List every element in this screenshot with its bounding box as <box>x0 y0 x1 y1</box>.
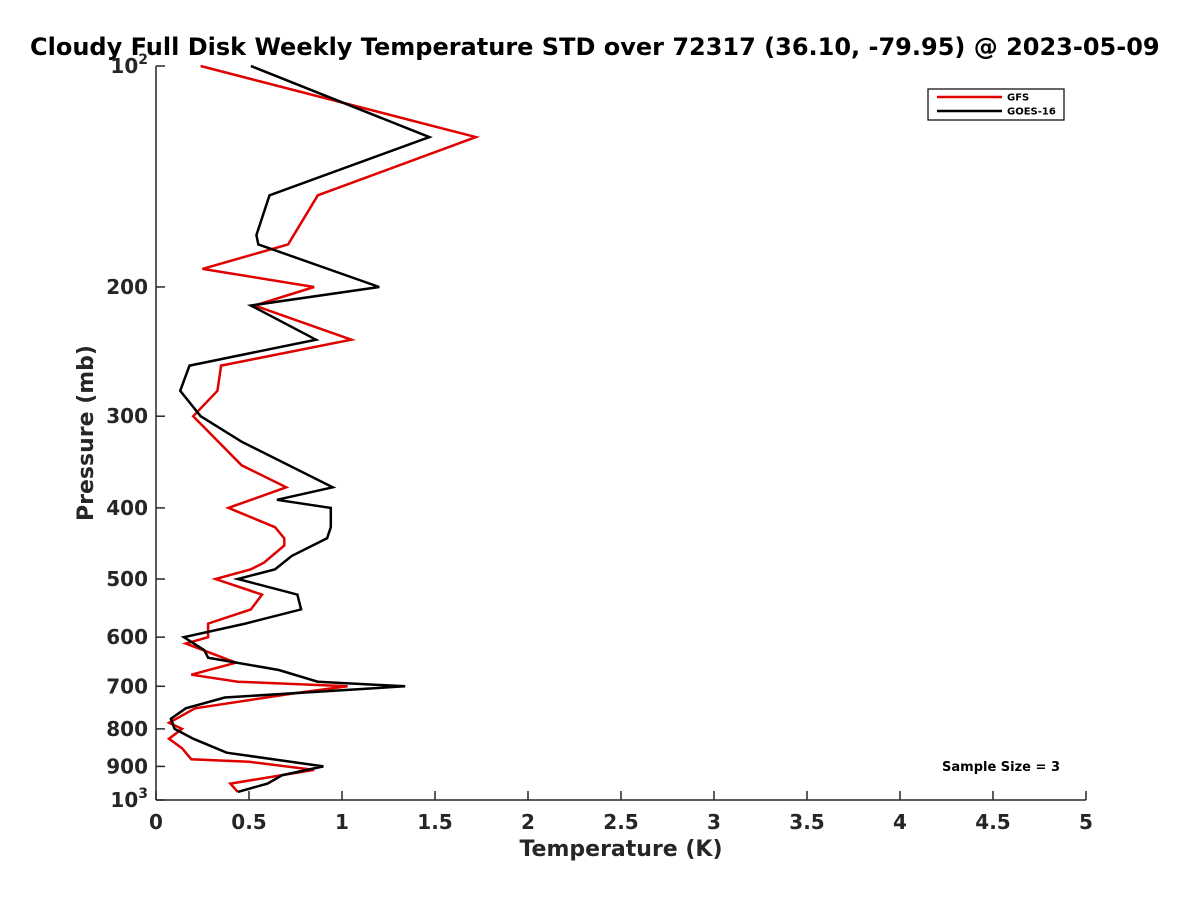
plot-area <box>155 66 1086 801</box>
y-tick-label: 103 <box>110 786 148 812</box>
x-tick-label: 4.5 <box>975 810 1010 834</box>
y-tick-label: 400 <box>106 496 148 520</box>
x-tick-label: 2.5 <box>603 810 638 834</box>
y-tick-label: 200 <box>106 275 148 299</box>
x-tick-label: 4 <box>893 810 907 834</box>
chart-title: Cloudy Full Disk Weekly Temperature STD … <box>30 33 1160 61</box>
series-line-gfs <box>166 64 481 793</box>
y-tick-label: 600 <box>106 625 148 649</box>
x-tick-label: 1.5 <box>417 810 452 834</box>
y-tick-label: 500 <box>106 567 148 591</box>
y-tick-label: 102 <box>110 52 148 78</box>
y-tick-label: 900 <box>106 754 148 778</box>
x-axis-label: Temperature (K) <box>519 837 722 862</box>
y-axis-label: Pressure (mb) <box>74 345 99 521</box>
y-tick-label: 800 <box>106 717 148 741</box>
legend: GFS GOES-16 <box>927 88 1065 121</box>
legend-label: GFS <box>1007 93 1029 104</box>
x-tick-label: 0.5 <box>231 810 266 834</box>
x-tick-label: 0 <box>149 810 163 834</box>
legend-label: GOES-16 <box>1007 107 1056 118</box>
x-tick-label: 2 <box>521 810 535 834</box>
x-tick-label: 5 <box>1079 810 1093 834</box>
series-line-goes-16 <box>169 64 433 794</box>
series-layer <box>166 64 481 794</box>
x-tick-label: 3 <box>707 810 721 834</box>
sample-size-annotation: Sample Size = 3 <box>942 760 1060 775</box>
y-axis-ticks: 102 200 300 400 500 600 700 800 900 103 <box>106 52 165 812</box>
y-tick-label: 300 <box>106 404 148 428</box>
legend-box <box>927 88 1065 121</box>
y-tick-label: 700 <box>106 674 148 698</box>
x-tick-label: 3.5 <box>789 810 824 834</box>
x-axis-ticks: 0 0.5 1 1.5 2 2.5 3 3.5 4 4.5 5 <box>149 791 1093 834</box>
x-tick-label: 1 <box>335 810 349 834</box>
